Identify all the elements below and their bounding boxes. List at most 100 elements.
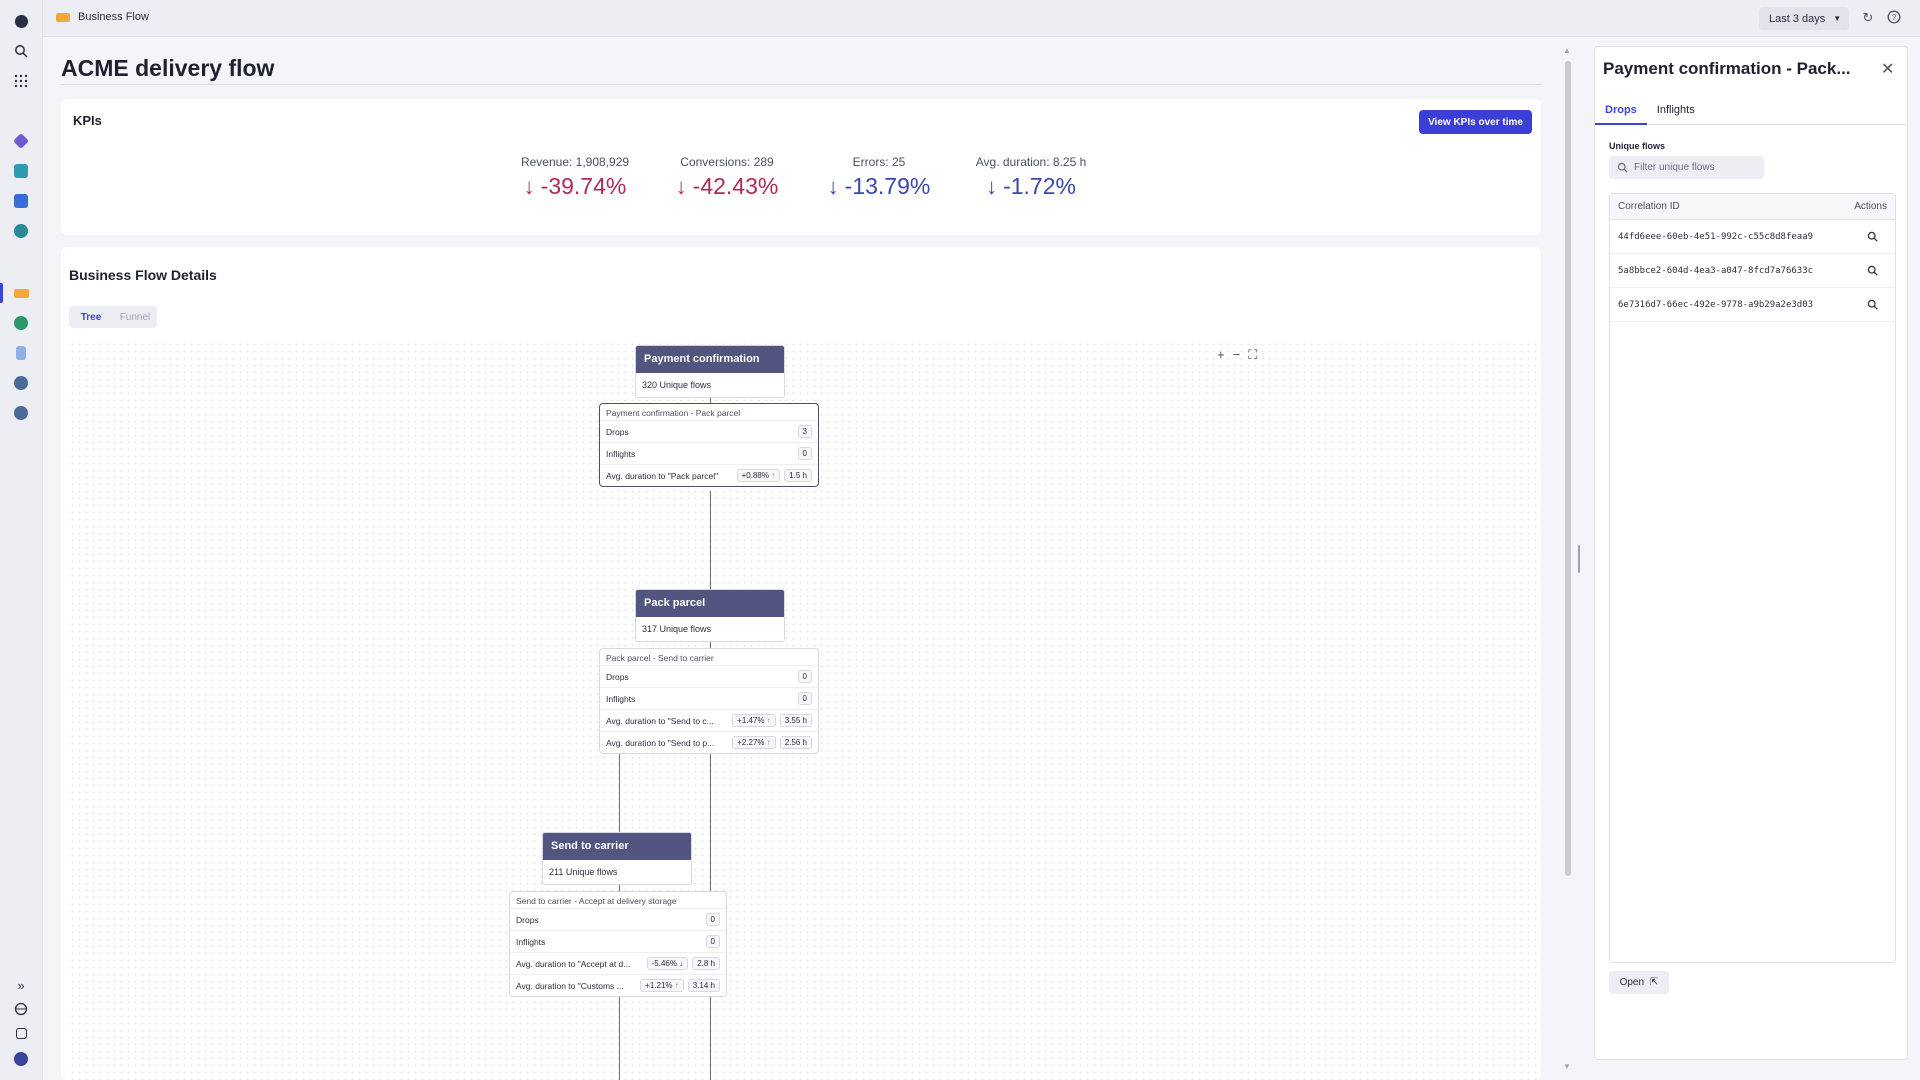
edge-row: Inflights 0 [600,442,818,464]
app-logo-icon[interactable] [12,12,30,30]
tab-inflights[interactable]: Inflights [1656,104,1695,116]
edge-row: Inflights 0 [600,687,818,709]
edge-row: Drops 3 [600,420,818,442]
edge-row-value: 2.8 h [692,957,720,970]
arrow-up-icon: ↑ [766,716,771,725]
edge-row: Avg. duration to "Pack parcel" +0.88% ↑ 1.… [600,464,818,486]
zoom-in-icon[interactable]: + [1217,347,1225,362]
edge-row-label: Inflights [606,693,636,704]
fit-screen-icon[interactable]: ⛶ [1248,347,1258,362]
table-row[interactable]: 6e7316d7-66ec-492e-9778-a9b29a2e3d03 [1610,288,1895,322]
open-button[interactable]: Open ⇱ [1609,971,1669,994]
edge-row-value: 0 [705,935,720,948]
tab-tree[interactable]: Tree [80,311,102,323]
main-scrollbar[interactable]: ▲ ▼ [1563,46,1573,1076]
edge-title: Pack parcel - Send to carrier [606,653,714,663]
change-value: -5.46% [651,959,677,968]
external-link-icon: ⇱ [1650,977,1659,988]
arrow-down-icon: ↓ [679,959,684,968]
edge-title: Send to carrier - Accept at delivery sto… [516,896,677,906]
breadcrumb[interactable]: Business Flow [56,11,149,23]
globe-icon[interactable] [12,1000,30,1018]
change-value: +0.88% [741,471,769,480]
edge-row-value: 3 [797,425,812,438]
user-avatar-icon[interactable] [12,1050,30,1068]
search-icon[interactable] [1867,299,1887,310]
arrow-up-icon: ↑ [674,981,679,990]
app-flow-icon[interactable] [12,344,30,362]
edge-row-change: +1.47% ↑ [732,714,776,727]
edge-row-label: Drops [516,914,539,925]
kpi-name: Revenue: 1,908,929 [520,155,630,169]
kpi-name: Avg. duration: 8.25 h [975,155,1087,169]
chevron-down-icon: ▼ [1833,14,1842,23]
scroll-up-icon[interactable]: ▲ [1563,46,1571,55]
app-chart-icon[interactable] [12,162,30,180]
filter-search-input[interactable]: Filter unique flows [1609,156,1764,179]
search-icon[interactable] [1867,265,1887,276]
node-subtitle: 317 Unique flows [642,624,712,634]
flow-edge-payment-pack[interactable]: Payment confirmation - Pack parcel Drops… [599,403,819,487]
title-divider [61,84,1541,85]
tab-funnel[interactable]: Funnel [119,311,151,323]
zoom-out-icon[interactable]: − [1232,347,1241,362]
kpi-name: Errors: 25 [852,155,906,169]
flow-node-payment-confirmation[interactable]: Payment confirmation 320 Unique flows [635,345,785,398]
edge-row-value: 2.56 h [779,736,812,749]
edge-row-change: +1.21% ↑ [640,979,684,992]
edge-row-label: Inflights [606,448,636,459]
edge-row-label: Inflights [516,936,546,947]
search-icon[interactable] [12,42,30,60]
kpi-name: Conversions: 289 [680,155,774,169]
app-cube-icon[interactable] [12,132,30,150]
search-placeholder: Filter unique flows [1634,162,1715,173]
kpi-avg-duration[interactable]: Avg. duration: 8.25 h ↓ -1.72% [961,155,1101,200]
settings-gear-icon[interactable] [12,374,30,392]
table-row[interactable]: 44fd6eee-60eb-4e51-992c-c55c8d8feaa9 [1610,220,1895,254]
scroll-down-icon[interactable]: ▼ [1563,1062,1571,1071]
table-header: Correlation ID Actions [1610,194,1895,220]
correlation-id-cell: 6e7316d7-66ec-492e-9778-a9b29a2e3d03 [1618,299,1814,310]
kpi-errors[interactable]: Errors: 25 ↓ -13.79% [809,155,949,200]
app-hex-icon[interactable] [12,222,30,240]
flow-node-pack-parcel[interactable]: Pack parcel 317 Unique flows [635,589,785,642]
timeframe-selector[interactable]: Last 3 days ▼ [1759,7,1849,30]
main-content: ACME delivery flow KPIs View KPIs over t… [43,37,1558,1080]
refresh-icon[interactable]: ↻ [1862,10,1874,25]
app-gear-icon[interactable] [12,404,30,422]
zoom-controls: + − ⛶ [1217,347,1257,363]
apps-grid-icon[interactable] [12,72,30,90]
tab-drops[interactable]: Drops [1595,101,1647,125]
edge-row-value: 0 [797,670,812,683]
table-row[interactable]: 5a8bbce2-604d-4ea3-a047-8fcd7a76633c [1610,254,1895,288]
app-dashboard-icon[interactable] [12,192,30,210]
top-bar: Business Flow Last 3 days ▼ ↻ ? [43,0,1920,37]
edge-row-label: Drops [606,426,629,437]
kpi-revenue[interactable]: Revenue: 1,908,929 ↓ -39.74% [505,155,645,200]
view-kpis-button[interactable]: View KPIs over time [1419,110,1532,134]
edge-row: Drops 0 [600,665,818,687]
expand-rail-icon[interactable]: » [17,977,25,993]
scrollbar-thumb[interactable] [1565,61,1571,876]
flow-node-send-to-carrier[interactable]: Send to carrier 211 Unique flows [542,832,692,885]
kpi-value: -42.43% [692,173,779,199]
kpi-section-label: KPIs [73,113,102,128]
app-green-icon[interactable] [12,314,30,332]
notes-icon[interactable] [12,1024,30,1042]
flow-edge-pack-carrier[interactable]: Pack parcel - Send to carrier Drops 0 Inf… [599,648,819,754]
help-icon[interactable]: ? [1887,10,1903,26]
search-icon[interactable] [1867,231,1887,242]
panel-tabs: Drops Inflights [1595,101,1907,125]
open-label: Open [1619,977,1645,988]
kpi-conversions[interactable]: Conversions: 289 ↓ -42.43% [657,155,797,200]
correlation-id-cell: 44fd6eee-60eb-4e51-992c-c55c8d8feaa9 [1618,231,1814,242]
flow-canvas[interactable]: + − ⛶ Payment confirmation 320 Unique fl… [69,341,1539,1080]
flow-edge-carrier-storage[interactable]: Send to carrier - Accept at delivery sto… [509,891,727,997]
column-correlation-id[interactable]: Correlation ID [1618,201,1680,212]
panel-resize-handle[interactable] [1578,545,1580,573]
close-icon[interactable]: ✕ [1881,61,1895,78]
kpi-value: -1.72% [1003,173,1076,199]
business-flow-icon[interactable] [12,284,30,302]
edge-row: Avg. duration to "Send to p... +2.27% ↑ 2.… [600,731,818,753]
page-title: ACME delivery flow [61,55,275,81]
